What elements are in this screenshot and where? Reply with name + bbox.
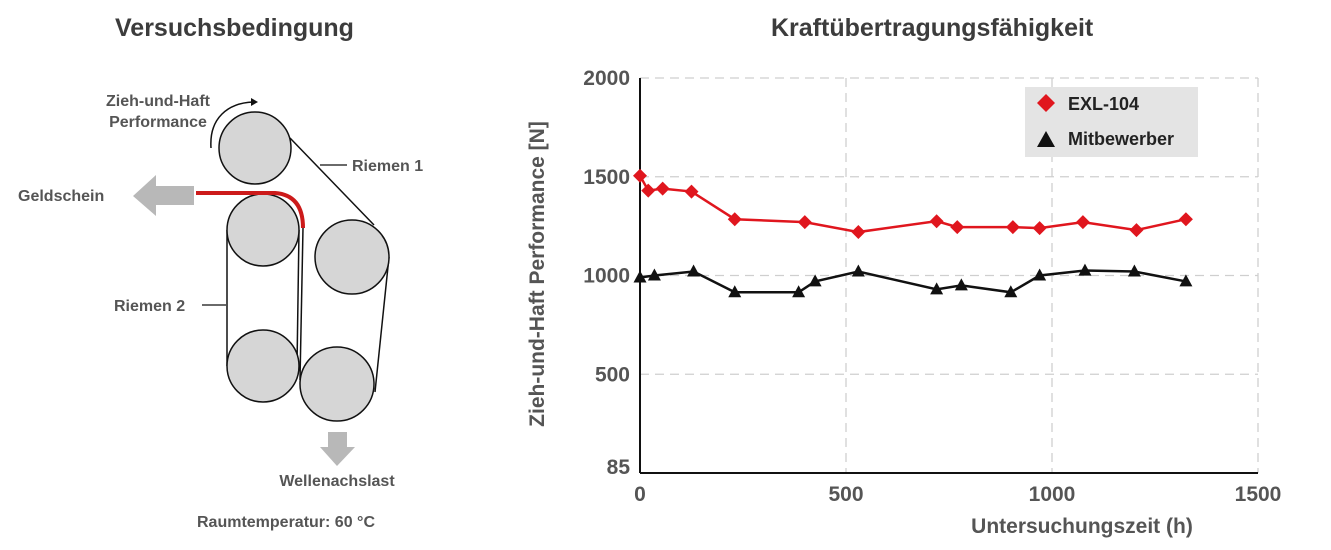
series-line-exl-104 xyxy=(638,175,1187,234)
data-point-mitbewerber xyxy=(1078,263,1092,276)
data-point-mitbewerber xyxy=(1127,264,1141,277)
belt-1-left-segment xyxy=(289,137,375,226)
y-tick-label: 85 xyxy=(607,456,631,479)
y-tick-label: 2000 xyxy=(583,67,630,90)
y-tick-label: 500 xyxy=(595,363,630,386)
banknote-strip xyxy=(196,191,305,229)
data-point-exl-104 xyxy=(797,215,812,230)
belt-1-label: Riemen 1 xyxy=(352,158,423,175)
x-tick-label: 0 xyxy=(634,483,646,506)
legend-marker-exl-104 xyxy=(1037,94,1055,112)
belt-1-right-segment xyxy=(374,256,390,393)
data-point-mitbewerber xyxy=(687,264,701,277)
data-point-mitbewerber xyxy=(808,274,822,287)
legend: EXL-104 Mitbewerber xyxy=(1025,87,1198,157)
tick-labels: 85 500 1000 1500 2000 0 500 1000 1500 xyxy=(583,67,1281,506)
belt-2-right-segment xyxy=(296,229,300,367)
data-point-exl-104 xyxy=(1075,215,1090,230)
test-setup-diagram: Zieh-und-Haft Performance Riemen 1 Rieme… xyxy=(18,93,423,531)
belt-2-label: Riemen 2 xyxy=(114,298,185,315)
x-axis-label: Untersuchungszeit (h) xyxy=(971,515,1193,538)
belt-1-inner-segment xyxy=(299,227,304,381)
banknote-arrow xyxy=(133,175,194,216)
data-point-mitbewerber xyxy=(1179,274,1193,287)
roller-left-lower xyxy=(226,329,300,403)
data-point-exl-104 xyxy=(655,181,670,196)
y-axis-label: Zieh-und-Haft Performance [N] xyxy=(526,121,549,427)
data-point-exl-104 xyxy=(1005,220,1020,235)
data-point-mitbewerber xyxy=(954,278,968,291)
line-chart: 85 500 1000 1500 2000 0 500 1000 1500 Untersuchu… xyxy=(526,67,1281,538)
data-point-exl-104 xyxy=(1129,223,1144,238)
data-series xyxy=(633,168,1193,298)
data-point-exl-104 xyxy=(1032,221,1047,236)
data-point-exl-104 xyxy=(929,214,944,229)
data-point-mitbewerber xyxy=(792,285,806,298)
data-point-mitbewerber xyxy=(1033,268,1047,281)
data-point-mitbewerber xyxy=(930,282,944,295)
banknote-label: Geldschein xyxy=(18,188,104,205)
data-point-mitbewerber xyxy=(1004,285,1018,298)
roller-top xyxy=(218,111,292,185)
data-point-exl-104 xyxy=(727,212,742,227)
shaft-load-label: Wellenachslast xyxy=(279,473,395,490)
roller-right-upper xyxy=(314,219,390,295)
roller-left-upper xyxy=(226,193,300,267)
rotation-arrowhead xyxy=(251,98,258,106)
shaft-load-arrow xyxy=(320,432,355,466)
data-point-mitbewerber xyxy=(851,264,865,277)
temperature-label: Raumtemperatur: 60 °C xyxy=(197,514,375,531)
x-tick-label: 500 xyxy=(828,483,863,506)
chart-title: Kraftübertragungsfähigkeit xyxy=(771,14,1094,42)
data-point-exl-104 xyxy=(633,168,647,183)
diagram-title: Versuchsbedingung xyxy=(115,14,354,42)
performance-label-line-2: Performance xyxy=(109,114,207,131)
data-point-exl-104 xyxy=(684,184,699,199)
performance-label-line-1: Zieh-und-Haft xyxy=(106,93,211,110)
data-point-exl-104 xyxy=(641,183,656,198)
legend-label-mitbewerber: Mitbewerber xyxy=(1068,129,1174,149)
rotation-arrow xyxy=(210,101,254,149)
data-point-exl-104 xyxy=(851,225,866,240)
legend-marker-mitbewerber xyxy=(1037,131,1055,147)
series-line-mitbewerber xyxy=(639,269,1187,294)
y-tick-label: 1000 xyxy=(583,265,630,288)
x-tick-label: 1000 xyxy=(1029,483,1076,506)
data-point-mitbewerber xyxy=(647,268,661,281)
data-point-exl-104 xyxy=(1178,212,1193,227)
data-point-mitbewerber xyxy=(728,285,742,298)
legend-label-exl-104: EXL-104 xyxy=(1068,94,1139,114)
data-point-exl-104 xyxy=(950,220,965,235)
x-tick-label: 1500 xyxy=(1235,483,1282,506)
roller-right-lower xyxy=(299,346,375,422)
y-tick-label: 1500 xyxy=(583,166,630,189)
data-point-mitbewerber xyxy=(633,270,647,283)
